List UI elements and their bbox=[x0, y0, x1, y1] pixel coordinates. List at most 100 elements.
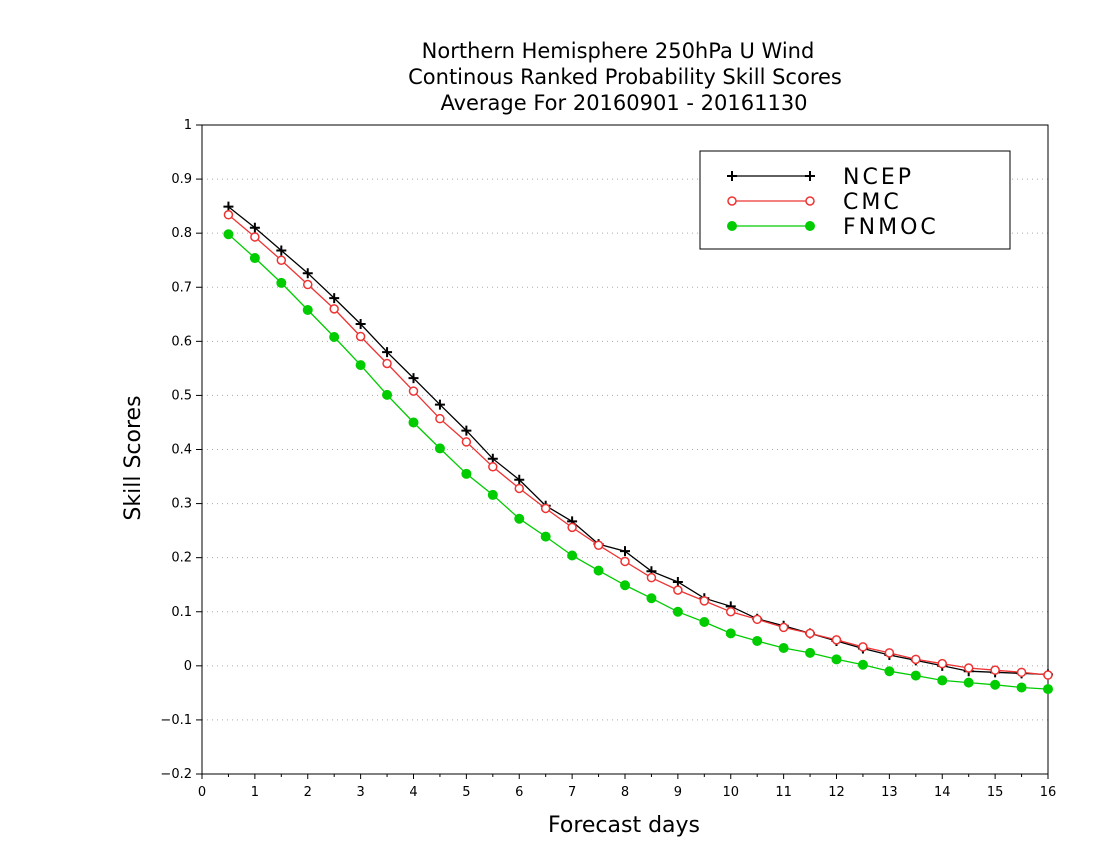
x-tick-label: 7 bbox=[568, 785, 576, 800]
x-tick-label: 6 bbox=[515, 785, 523, 800]
fnmoc-point bbox=[223, 229, 234, 240]
cmc-point bbox=[884, 648, 895, 658]
cmc-point bbox=[1016, 667, 1027, 678]
y-tick-label: 1 bbox=[184, 118, 192, 133]
fnmoc-point bbox=[937, 675, 948, 686]
fnmoc-point bbox=[910, 670, 921, 681]
fnmoc-point bbox=[302, 304, 313, 315]
y-tick-label: 0.1 bbox=[171, 605, 192, 620]
legend-marker bbox=[805, 171, 815, 181]
title-line-1: Northern Hemisphere 250hPa U Wind bbox=[422, 39, 815, 63]
cmc-point bbox=[408, 386, 419, 396]
fnmoc-point bbox=[805, 647, 816, 658]
fnmoc-point bbox=[514, 513, 525, 524]
ncep-point bbox=[434, 399, 445, 410]
fnmoc-point bbox=[408, 417, 419, 428]
fnmoc-point bbox=[1016, 682, 1027, 693]
cmc-line bbox=[227, 214, 1049, 676]
ncep-point bbox=[620, 546, 630, 557]
x-tick-label: 2 bbox=[304, 785, 312, 800]
fnmoc-point bbox=[699, 617, 710, 628]
cmc-point bbox=[1043, 670, 1053, 680]
x-tick-label: 14 bbox=[934, 785, 951, 800]
fnmoc-point bbox=[646, 593, 657, 604]
chart-title: Northern Hemisphere 250hPa U Wind Contin… bbox=[408, 39, 842, 115]
fnmoc-point bbox=[1043, 684, 1053, 695]
legend-marker bbox=[805, 196, 815, 206]
fnmoc-point bbox=[329, 332, 340, 343]
cmc-point bbox=[990, 665, 1000, 675]
x-tick-label: 10 bbox=[722, 785, 739, 800]
x-tick-label: 12 bbox=[828, 785, 845, 800]
series-ncep bbox=[223, 201, 1053, 680]
x-tick-label: 16 bbox=[1040, 785, 1057, 800]
x-tick-label: 15 bbox=[987, 785, 1004, 800]
fnmoc-point bbox=[382, 389, 393, 400]
cmc-point bbox=[831, 635, 842, 645]
legend-marker bbox=[727, 221, 737, 231]
cmc-point bbox=[223, 210, 234, 220]
title-line-3: Average For 20160901 - 20161130 bbox=[440, 91, 807, 115]
legend-label-fnmoc: FNMOC bbox=[843, 215, 939, 240]
cmc-point bbox=[435, 413, 445, 424]
cmc-point bbox=[303, 279, 313, 290]
fnmoc-point bbox=[990, 679, 1001, 690]
data-series bbox=[223, 201, 1053, 695]
x-tick-label: 4 bbox=[409, 785, 417, 800]
cmc-point bbox=[567, 522, 577, 533]
cmc-point bbox=[858, 642, 868, 652]
legend-marker bbox=[805, 221, 815, 231]
x-tick-label: 1 bbox=[251, 785, 259, 800]
x-tick-label: 11 bbox=[775, 785, 792, 800]
cmc-point bbox=[514, 483, 524, 494]
ncep-point bbox=[408, 373, 419, 384]
cmc-point bbox=[778, 622, 789, 633]
ncep-point bbox=[672, 577, 683, 588]
cmc-point bbox=[937, 658, 947, 669]
cmc-point bbox=[620, 556, 630, 567]
ncep-point bbox=[487, 453, 498, 464]
cmc-point bbox=[646, 572, 657, 583]
y-tick-label: 0.9 bbox=[171, 172, 192, 187]
x-axis-ticks: 0 1 2 3 4 5 6 7 8 9 10 11 12 13 14 15 16 bbox=[198, 774, 1056, 800]
cmc-point bbox=[355, 331, 366, 342]
cmc-point bbox=[540, 503, 551, 514]
fnmoc-point bbox=[434, 443, 445, 454]
y-tick-label: 0.6 bbox=[171, 334, 192, 349]
x-axis-title: Forecast days bbox=[548, 813, 700, 838]
legend-marker bbox=[727, 171, 737, 181]
fnmoc-point bbox=[567, 550, 578, 561]
legend-entry-cmc: CMC bbox=[727, 190, 899, 215]
fnmoc-point bbox=[461, 468, 472, 479]
y-tick-label: −0.2 bbox=[160, 767, 192, 782]
cmc-point bbox=[276, 255, 287, 265]
y-tick-label: 0 bbox=[184, 659, 192, 674]
ncep-point bbox=[355, 319, 366, 330]
ncep-point bbox=[302, 268, 313, 279]
cmc-point bbox=[911, 654, 921, 665]
cmc-point bbox=[461, 437, 472, 447]
ncep-line bbox=[227, 206, 1049, 676]
x-tick-label: 9 bbox=[674, 785, 682, 800]
x-tick-label: 8 bbox=[621, 785, 629, 800]
fnmoc-point bbox=[249, 253, 260, 264]
cmc-point bbox=[593, 540, 604, 550]
ncep-point bbox=[249, 222, 260, 233]
y-tick-label: 0.7 bbox=[171, 280, 192, 295]
gridlines bbox=[202, 178, 1048, 721]
x-tick-label: 0 bbox=[198, 785, 206, 800]
x-tick-label: 5 bbox=[462, 785, 470, 800]
ncep-point bbox=[514, 474, 525, 485]
cmc-point bbox=[673, 585, 683, 595]
cmc-point bbox=[699, 596, 710, 606]
fnmoc-point bbox=[831, 654, 842, 665]
fnmoc-point bbox=[857, 659, 868, 670]
y-tick-label: 0.5 bbox=[171, 388, 192, 403]
title-line-2: Continous Ranked Probability Skill Score… bbox=[408, 65, 842, 89]
legend-entry-fnmoc: FNMOC bbox=[727, 215, 939, 240]
legend-marker bbox=[727, 196, 737, 206]
y-tick-label: 0.4 bbox=[171, 443, 192, 458]
y-tick-label: −0.1 bbox=[160, 713, 192, 728]
fnmoc-point bbox=[276, 277, 287, 288]
